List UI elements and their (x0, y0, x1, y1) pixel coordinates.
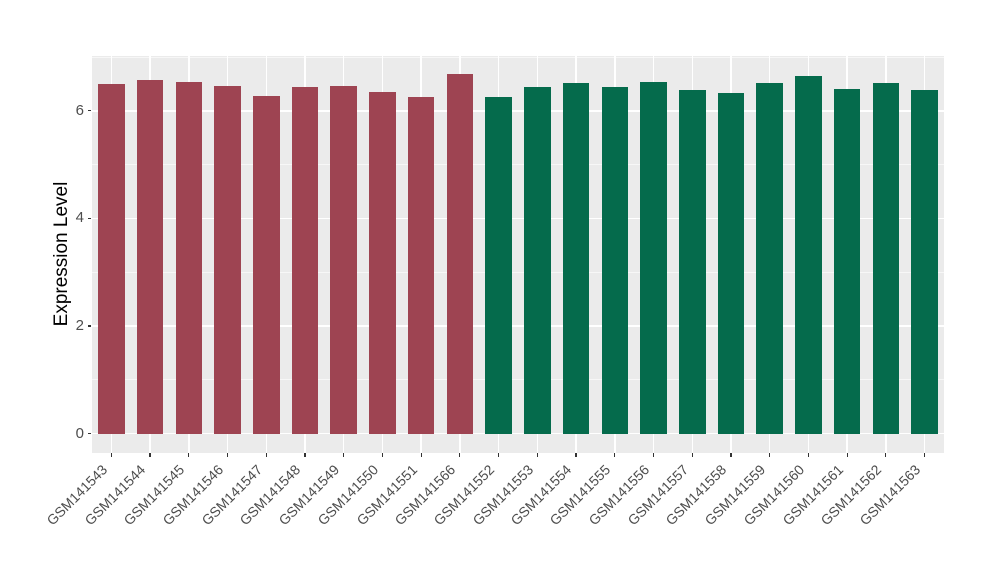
bar-GSM141546 (214, 85, 241, 434)
x-tick-mark (459, 453, 461, 457)
x-tick-mark (265, 453, 267, 457)
x-tick-mark (652, 453, 655, 457)
x-tick-mark (846, 453, 848, 457)
bar-GSM141543 (98, 83, 125, 434)
bar-GSM141552 (485, 97, 512, 434)
x-tick-mark (149, 453, 151, 457)
y-tick-mark (87, 325, 91, 327)
bar-GSM141549 (330, 86, 357, 434)
bar-GSM141548 (291, 87, 319, 434)
bar-GSM141551 (407, 96, 435, 434)
x-tick-mark (381, 453, 384, 457)
gridline-minor (92, 56, 944, 58)
bar-GSM141560 (795, 75, 822, 434)
bar-GSM141556 (640, 81, 667, 434)
gridline-minor (92, 271, 944, 273)
x-tick-mark (536, 453, 538, 457)
x-tick-mark (188, 453, 190, 457)
x-tick-mark (769, 453, 771, 457)
x-tick-mark (691, 453, 693, 457)
y-axis-title: Expression Level (50, 54, 74, 454)
bar-GSM141550 (369, 92, 396, 434)
y-tick-mark (87, 217, 91, 220)
bar-GSM141562 (872, 82, 900, 434)
gridline-minor (92, 379, 944, 381)
x-tick-mark (226, 453, 229, 457)
x-tick-mark (304, 453, 306, 457)
y-tick-mark (87, 433, 91, 435)
x-tick-mark (730, 453, 732, 457)
bar-GSM141544 (136, 79, 164, 434)
x-tick-mark (575, 453, 577, 457)
y-tick-label: 6 (75, 101, 84, 119)
plot-panel (92, 56, 944, 453)
bar-GSM141553 (524, 87, 551, 434)
gridline-major (92, 325, 944, 327)
bar-GSM141558 (717, 92, 745, 434)
x-tick-mark (420, 453, 422, 457)
bar-GSM141566 (446, 73, 474, 434)
y-tick-label: 0 (75, 424, 84, 442)
bar-GSM141547 (253, 96, 280, 434)
bar-GSM141554 (562, 82, 590, 434)
gridline-major (92, 217, 944, 220)
bar-GSM141563 (911, 89, 938, 434)
bar-GSM141555 (601, 87, 629, 434)
y-tick-label: 4 (75, 209, 84, 227)
gridline-minor (92, 164, 944, 166)
x-tick-mark (343, 453, 345, 457)
gridline-major (92, 110, 944, 112)
x-tick-mark (924, 453, 926, 457)
x-tick-mark (807, 453, 810, 457)
y-tick-label: 2 (75, 317, 84, 335)
x-tick-mark (614, 453, 616, 457)
x-tick-mark (498, 453, 500, 457)
bar-GSM141557 (679, 89, 706, 434)
y-tick-mark (87, 110, 91, 112)
x-tick-label: GSM141563 (856, 461, 924, 529)
y-axis-title-text: Expression Level (51, 181, 72, 327)
bar-GSM141561 (833, 89, 861, 434)
x-tick-mark (885, 453, 887, 457)
bar-GSM141545 (175, 81, 203, 434)
bar-GSM141559 (756, 83, 783, 434)
gridline-major (92, 432, 944, 435)
x-tick-mark (110, 453, 112, 457)
